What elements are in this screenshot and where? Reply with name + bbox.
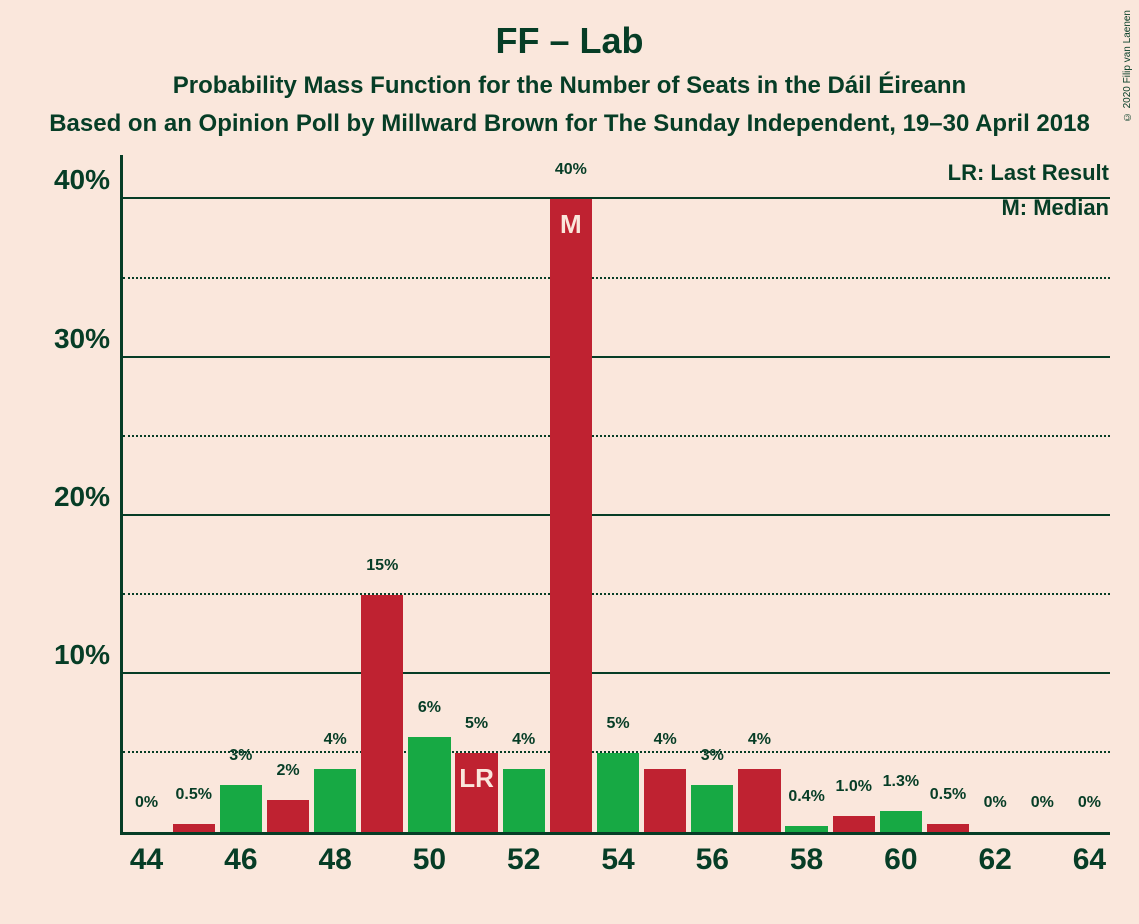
x-tick-label: 50 [413,843,446,877]
x-tick-label: 56 [696,843,729,877]
y-tick-label: 40% [54,164,110,196]
bar-value-label: 0% [135,794,158,812]
major-gridline [123,356,1110,358]
bar-inlabel: LR [459,763,494,794]
bar-value-label: 3% [701,747,724,765]
bar [220,785,262,832]
x-tick-label: 54 [601,843,634,877]
x-tick-label: 58 [790,843,823,877]
bar-value-label: 0.4% [788,788,824,806]
bar-value-label: 0.5% [930,786,966,804]
credit-text: © 2020 Filip van Laenen [1122,10,1133,122]
minor-gridline [123,593,1110,595]
bar-value-label: 4% [324,731,347,749]
bar [267,800,309,832]
bar-value-label: 40% [555,161,587,179]
x-tick-label: 62 [978,843,1011,877]
bar: M [550,199,592,832]
bar [361,595,403,832]
bar-value-label: 5% [606,715,629,733]
bar-value-label: 0% [984,794,1007,812]
major-gridline [123,672,1110,674]
bar-value-label: 4% [512,731,535,749]
bar [173,824,215,832]
chart-subtitle: Probability Mass Function for the Number… [0,72,1139,100]
bar-value-label: 4% [654,731,677,749]
x-tick-label: 60 [884,843,917,877]
bar [738,769,780,832]
bar-value-label: 4% [748,731,771,749]
major-gridline [123,514,1110,516]
bar [880,811,922,832]
bar [597,753,639,832]
x-tick-label: 64 [1073,843,1106,877]
y-tick-label: 30% [54,323,110,355]
bar [833,816,875,832]
x-tick-label: 52 [507,843,540,877]
bar [408,737,450,832]
bar [314,769,356,832]
bar-value-label: 15% [366,557,398,575]
y-tick-label: 20% [54,481,110,513]
bar-value-label: 6% [418,699,441,717]
bar [691,785,733,832]
bar-value-label: 0% [1078,794,1101,812]
bar-value-label: 1.3% [883,773,919,791]
bar [927,824,969,832]
minor-gridline [123,435,1110,437]
bar-value-label: 0.5% [175,786,211,804]
bar-value-label: 3% [229,747,252,765]
bar: LR [455,753,497,832]
bar-value-label: 5% [465,715,488,733]
bar-value-label: 2% [276,762,299,780]
bar [785,826,827,832]
bar-value-label: 1.0% [835,778,871,796]
bar-inlabel: M [560,209,582,240]
major-gridline [123,197,1110,199]
plot-area: 10%20%30%40%0%0.5%3%2%4%15%6%LR5%4%M40%5… [120,155,1110,835]
x-tick-label: 48 [318,843,351,877]
x-tick-label: 44 [130,843,163,877]
x-tick-label: 46 [224,843,257,877]
minor-gridline [123,277,1110,279]
bar [503,769,545,832]
y-tick-label: 10% [54,639,110,671]
chart-source: Based on an Opinion Poll by Millward Bro… [0,110,1139,138]
bar-value-label: 0% [1031,794,1054,812]
chart-title: FF – Lab [0,20,1139,62]
bar [644,769,686,832]
